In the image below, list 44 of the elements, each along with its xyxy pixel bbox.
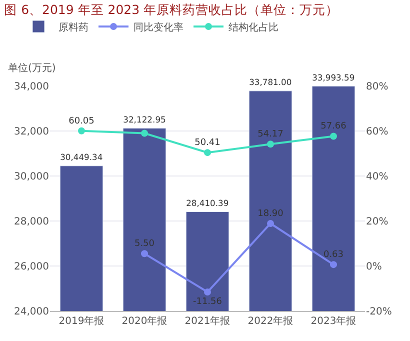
x-tick-label: 2020年报: [122, 315, 168, 327]
legend-label: 同比变化率: [134, 21, 184, 34]
chart-title: 图 6、2019 年至 2023 年原料药营收占比（单位：万元）: [4, 2, 339, 17]
point: [267, 140, 274, 148]
legend-label: 结构化占比: [228, 21, 278, 34]
point: [204, 288, 211, 296]
data-label: 60.05: [68, 116, 94, 126]
y2-tick-label: 60%: [366, 126, 388, 138]
x-tick-label: 2019年报: [58, 315, 104, 327]
data-label: 54.17: [258, 129, 284, 140]
point: [141, 250, 148, 258]
data-label: 0.63: [323, 250, 344, 260]
data-label: 50.41: [194, 138, 220, 148]
x-tick-label: 2021年报: [184, 315, 230, 327]
y-tick-label: 30,000: [14, 172, 49, 182]
data-label: 57.66: [320, 122, 347, 132]
data-label: 33,781.00: [249, 77, 292, 88]
data-label: 5.50: [134, 239, 155, 250]
data-label: -11.56: [192, 297, 222, 308]
y-tick-label: 34,000: [14, 82, 49, 92]
y-tick-label: 26,000: [14, 262, 49, 272]
y-tick-label: 32,000: [14, 126, 49, 138]
x-tick-label: 2023年报: [310, 315, 356, 327]
y2-tick-label: 40%: [366, 172, 388, 182]
point: [267, 220, 274, 227]
point: [330, 132, 337, 140]
y-tick-label: 24,000: [14, 306, 49, 318]
x-tick-label: 2022年报: [248, 315, 294, 327]
data-label: 28,410.39: [186, 198, 229, 208]
y2-tick-label: 80%: [366, 82, 388, 92]
legend-label: 原料药: [58, 21, 88, 34]
y2-tick-label: 20%: [366, 216, 388, 228]
y-tick-label: 28,000: [14, 216, 49, 228]
point: [78, 127, 85, 134]
y-axis-title: 单位(万元): [8, 62, 56, 74]
data-label: 18.90: [258, 208, 284, 219]
point: [330, 261, 337, 268]
data-label: 33,993.59: [312, 72, 355, 82]
y2-tick-label: -20%: [366, 306, 392, 318]
point: [204, 149, 211, 156]
data-label: 30,449.34: [60, 152, 103, 162]
point: [141, 130, 148, 137]
y2-tick-label: 0%: [366, 262, 382, 272]
data-label: 32,122.95: [123, 114, 166, 124]
